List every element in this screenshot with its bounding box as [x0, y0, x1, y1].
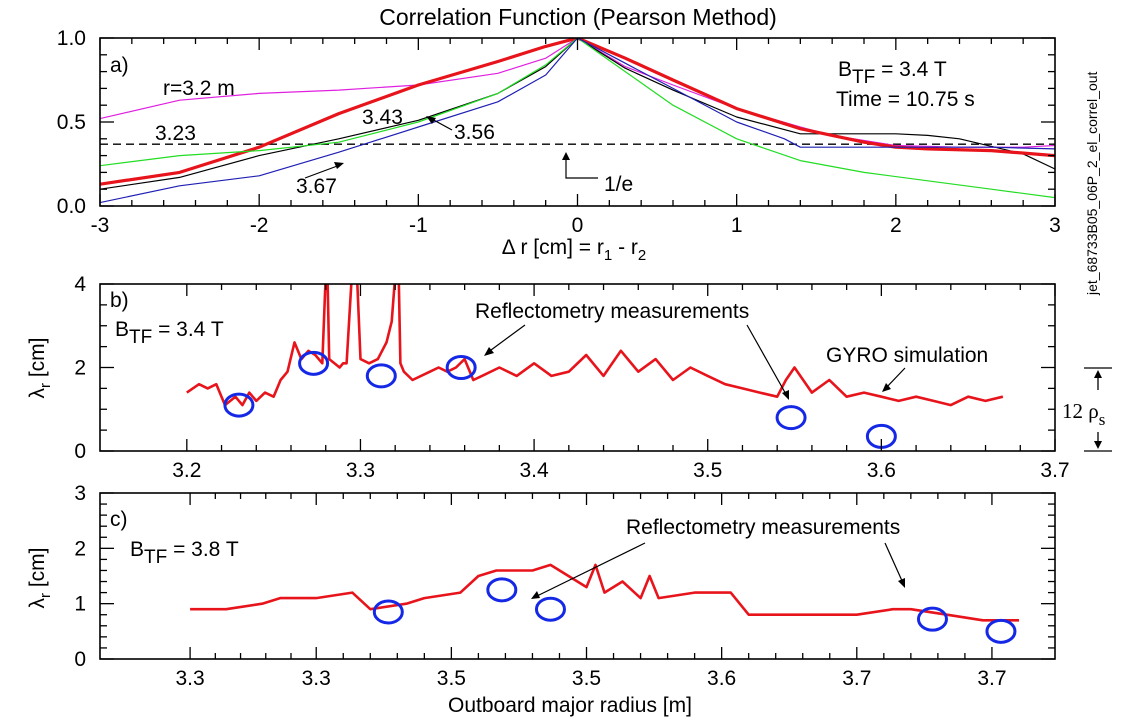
panel-a-title: Correlation Function (Pearson Method)	[379, 4, 777, 30]
series-label-367: 3.67	[296, 175, 337, 198]
panel-a-x-axis-label: Δ r [cm] = r1 - r2	[502, 236, 646, 264]
x-tick-label: 3.3	[302, 667, 331, 690]
y-tick-label: 4	[74, 273, 86, 296]
panel-b: 3.2 3.3 3.4 3.5 3.6 3.7 0 2 4 b) BTF = 3.4 T Re…	[26, 273, 1112, 482]
measurement-point	[367, 365, 395, 387]
measurement-point	[447, 357, 475, 379]
panel-b-y-axis-label: λr [cm]	[26, 338, 54, 399]
y-tick-label: 3	[74, 482, 86, 505]
panel-c-reflectometry-label: Reflectometry measurements	[626, 516, 900, 539]
measurement-point	[225, 394, 253, 416]
y-tick-label: 0	[74, 648, 86, 671]
x-tick-label: 1	[731, 214, 743, 237]
measurement-point	[987, 620, 1015, 642]
series-line-gyro-simulation	[187, 276, 1003, 406]
x-tick-label: 3.5	[693, 459, 722, 482]
x-tick-label: 3.2	[172, 459, 201, 482]
panel-a: Correlation Function (Pearson Method) -3…	[57, 4, 1061, 264]
x-tick-label: 2	[890, 214, 902, 237]
x-tick-label: 0	[572, 214, 584, 237]
panel-c-arrowheads	[531, 578, 905, 599]
x-tick-label: 3.3	[175, 667, 204, 690]
x-tick-label: -3	[91, 214, 110, 237]
measurement-point	[777, 407, 805, 429]
y-tick-label: 1.0	[57, 27, 86, 50]
panel-c-y-tick-labels: 0 1 2 3	[74, 482, 86, 671]
x-tick-label: 3.6	[867, 459, 896, 482]
panel-c-series	[190, 565, 1019, 642]
y-tick-label: 0.0	[57, 195, 86, 218]
panel-b-gyro-label: GYRO simulation	[826, 344, 988, 367]
panel-a-arrows	[305, 118, 598, 178]
series-label-1e: 1/e	[604, 173, 633, 196]
series-label-323: 3.23	[155, 122, 196, 145]
series-label-343: 3.43	[362, 106, 403, 129]
x-tick-label: 3.7	[842, 667, 871, 690]
panel-b-x-tick-labels: 3.2 3.3 3.4 3.5 3.6 3.7	[172, 459, 1069, 482]
x-tick-label: 3.7	[1040, 459, 1069, 482]
measurement-point	[374, 601, 402, 623]
series-line-gyro-simulation	[190, 565, 1019, 620]
figure-id: jet_68733B05_06P_2_el_correl_out	[1084, 71, 1100, 296]
panel-a-label: a)	[110, 54, 129, 77]
series-label-r32: r=3.2 m	[163, 77, 235, 100]
panel-a-x-tick-labels: -3 -2 -1 0 1 2 3	[91, 214, 1061, 237]
panel-c-arrows	[535, 543, 903, 597]
y-tick-label: 0	[74, 440, 86, 463]
x-tick-label: -2	[250, 214, 269, 237]
panel-c-x-axis-label: Outboard major radius [m]	[448, 694, 692, 717]
y-tick-label: 2	[74, 357, 86, 380]
panel-b-btf: BTF = 3.4 T	[115, 318, 224, 348]
panel-c-label: c)	[110, 508, 128, 531]
panel-b-y-tick-labels: 0 2 4	[74, 273, 86, 463]
panel-a-btf: BTF = 3.4 T	[838, 58, 947, 88]
x-tick-label: 3.4	[519, 459, 549, 482]
x-tick-label: 3.5	[572, 667, 601, 690]
y-tick-label: 1	[74, 593, 86, 616]
x-tick-label: 3.3	[346, 459, 375, 482]
x-tick-label: 3.6	[707, 667, 736, 690]
measurement-point	[488, 579, 516, 601]
panel-c-btf: BTF = 3.8 T	[130, 538, 239, 568]
panel-a-time: Time = 10.75 s	[836, 88, 975, 111]
panel-c: 3.3 3.3 3.5 3.5 3.6 3.7 3.7 0 1 2 3 c) BTF = 3.8 …	[26, 482, 1055, 717]
series-label-356: 3.56	[454, 121, 495, 144]
measurement-point	[536, 598, 564, 620]
panel-b-label: b)	[110, 289, 129, 312]
panel-c-y-axis-label: λr [cm]	[26, 548, 54, 609]
x-tick-label: -1	[409, 214, 428, 237]
y-tick-label: 0.5	[57, 111, 86, 134]
x-tick-label: 3	[1049, 214, 1061, 237]
rho-scale-label: 12 ρs	[1062, 399, 1105, 429]
panel-c-x-tick-labels: 3.3 3.3 3.5 3.5 3.6 3.7 3.7	[175, 667, 1006, 690]
panel-b-reflectometry-label: Reflectometry measurements	[475, 300, 749, 323]
x-tick-label: 3.7	[977, 667, 1006, 690]
y-tick-label: 2	[74, 537, 86, 560]
panel-a-y-tick-labels: 0.0 0.5 1.0	[57, 27, 86, 218]
x-tick-label: 3.5	[437, 667, 466, 690]
